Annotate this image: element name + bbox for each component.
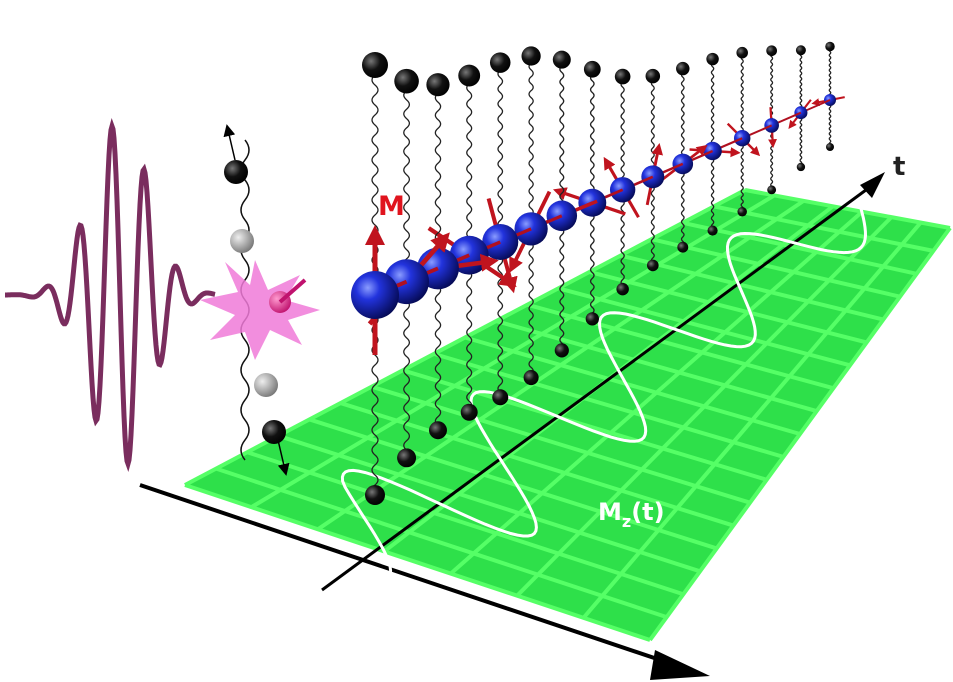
excitation-burst	[200, 260, 320, 360]
magnetization-label: M	[378, 191, 405, 222]
atom	[230, 229, 254, 253]
atom	[426, 73, 449, 96]
excited-molecule	[200, 130, 320, 470]
atom	[458, 65, 480, 87]
bottom-axis-arrow	[650, 650, 710, 680]
atom	[616, 283, 628, 295]
atom	[708, 225, 718, 235]
spring	[467, 76, 472, 263]
spring	[741, 53, 743, 139]
atom	[737, 207, 746, 216]
atom	[397, 448, 416, 467]
spin-ball	[351, 271, 399, 319]
spin-ball	[734, 130, 750, 146]
atom	[490, 52, 511, 73]
illustration: M t Mz(t)	[0, 0, 953, 682]
atom	[362, 52, 388, 78]
atom	[584, 61, 601, 78]
atom	[615, 69, 631, 85]
atom	[224, 160, 248, 184]
atom	[826, 143, 834, 151]
arrow	[228, 130, 235, 160]
time-axis-arrow	[860, 172, 885, 198]
mz-symbol: M	[598, 498, 622, 526]
laser-pulse	[5, 126, 215, 463]
atom	[766, 45, 777, 56]
spring	[621, 77, 624, 193]
atom	[767, 185, 776, 194]
spring	[711, 59, 713, 151]
atom	[461, 404, 478, 421]
atom	[492, 389, 508, 405]
spring	[800, 113, 802, 167]
spring	[591, 69, 594, 203]
atom	[797, 163, 805, 171]
atom	[429, 421, 447, 439]
atom	[736, 47, 748, 59]
spring	[829, 100, 831, 148]
atom	[365, 485, 385, 505]
spring	[529, 56, 533, 229]
atom	[825, 42, 835, 52]
atom	[586, 312, 599, 325]
atom	[796, 45, 806, 55]
atom	[553, 51, 571, 69]
mz-subscript: z	[622, 512, 631, 531]
atom	[254, 373, 278, 397]
spring	[560, 60, 564, 219]
atom	[521, 46, 540, 65]
atom	[555, 343, 569, 357]
spring	[800, 50, 802, 113]
atom	[524, 370, 539, 385]
atom	[647, 260, 659, 272]
spring	[829, 47, 831, 102]
spring	[681, 164, 684, 250]
time-label: t	[893, 152, 905, 182]
atom	[676, 62, 689, 75]
mz-argument: (t)	[631, 498, 664, 526]
spring	[498, 63, 503, 243]
atom	[706, 53, 718, 65]
spring	[404, 81, 410, 287]
atom	[677, 242, 688, 253]
atom	[262, 420, 286, 444]
atom	[394, 69, 419, 94]
spring	[681, 69, 684, 168]
atom	[646, 69, 661, 84]
